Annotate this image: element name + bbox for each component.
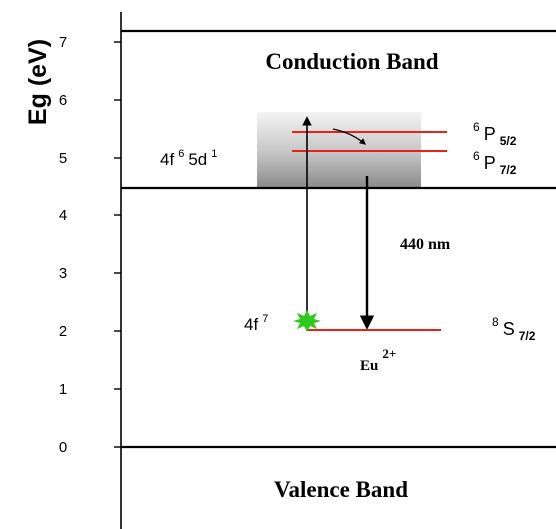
emission-wavelength-label: 440 nm — [400, 236, 451, 253]
ion-label: Eu 2+ — [360, 346, 396, 374]
term-6p52-sup: 6 — [473, 120, 480, 134]
term-8s72-sub: 7/2 — [519, 329, 536, 343]
tick-label-4: 4 — [59, 207, 67, 224]
y-axis-ticks — [114, 41, 121, 448]
tick-label-6: 6 — [59, 92, 67, 109]
tick-label-5: 5 — [59, 150, 67, 167]
tick-label-2: 2 — [59, 323, 67, 340]
ion-label-main: Eu — [360, 358, 378, 374]
tick-label-7: 7 — [59, 34, 67, 51]
tick-label-1: 1 — [59, 381, 67, 398]
tick-label-0: 0 — [59, 439, 67, 456]
tick-label-3: 3 — [59, 265, 67, 282]
ground-config-sup: 7 — [262, 313, 268, 325]
term-6p52-label: 6 P 5/2 — [473, 118, 517, 148]
ground-configuration-label: 4f 7 — [244, 313, 268, 334]
y-axis-tick-labels: 0 1 2 3 4 5 6 7 — [59, 34, 67, 456]
ground-config-main: 4f — [244, 315, 258, 334]
term-6p72-main: P — [484, 153, 496, 173]
term-6p72-label: 6 P 7/2 — [473, 147, 517, 177]
conduction-band-label: Conduction Band — [265, 49, 438, 74]
y-axis-title: Eg (eV) — [24, 39, 52, 125]
term-8s72-main: S — [503, 319, 515, 339]
excited-config-main: 4f — [160, 150, 174, 169]
term-8s72-label: 8 S 7/2 — [492, 313, 536, 343]
excited-config-main2: 5d — [188, 150, 207, 169]
term-6p52-main: P — [484, 124, 496, 144]
excitation-star-icon — [293, 310, 321, 332]
term-6p72-sup: 6 — [473, 149, 480, 163]
excited-configuration-label: 4f 6 5d 1 — [160, 144, 217, 169]
excited-config-sup2: 1 — [211, 148, 217, 160]
term-8s72-sup: 8 — [492, 315, 499, 329]
ion-label-sup: 2+ — [382, 346, 396, 361]
valence-band-label: Valence Band — [274, 477, 408, 502]
relaxation-arrow — [332, 128, 366, 145]
excited-config-sup: 6 — [178, 148, 184, 160]
term-6p72-sub: 7/2 — [500, 163, 517, 177]
term-6p52-sub: 5/2 — [500, 134, 517, 148]
